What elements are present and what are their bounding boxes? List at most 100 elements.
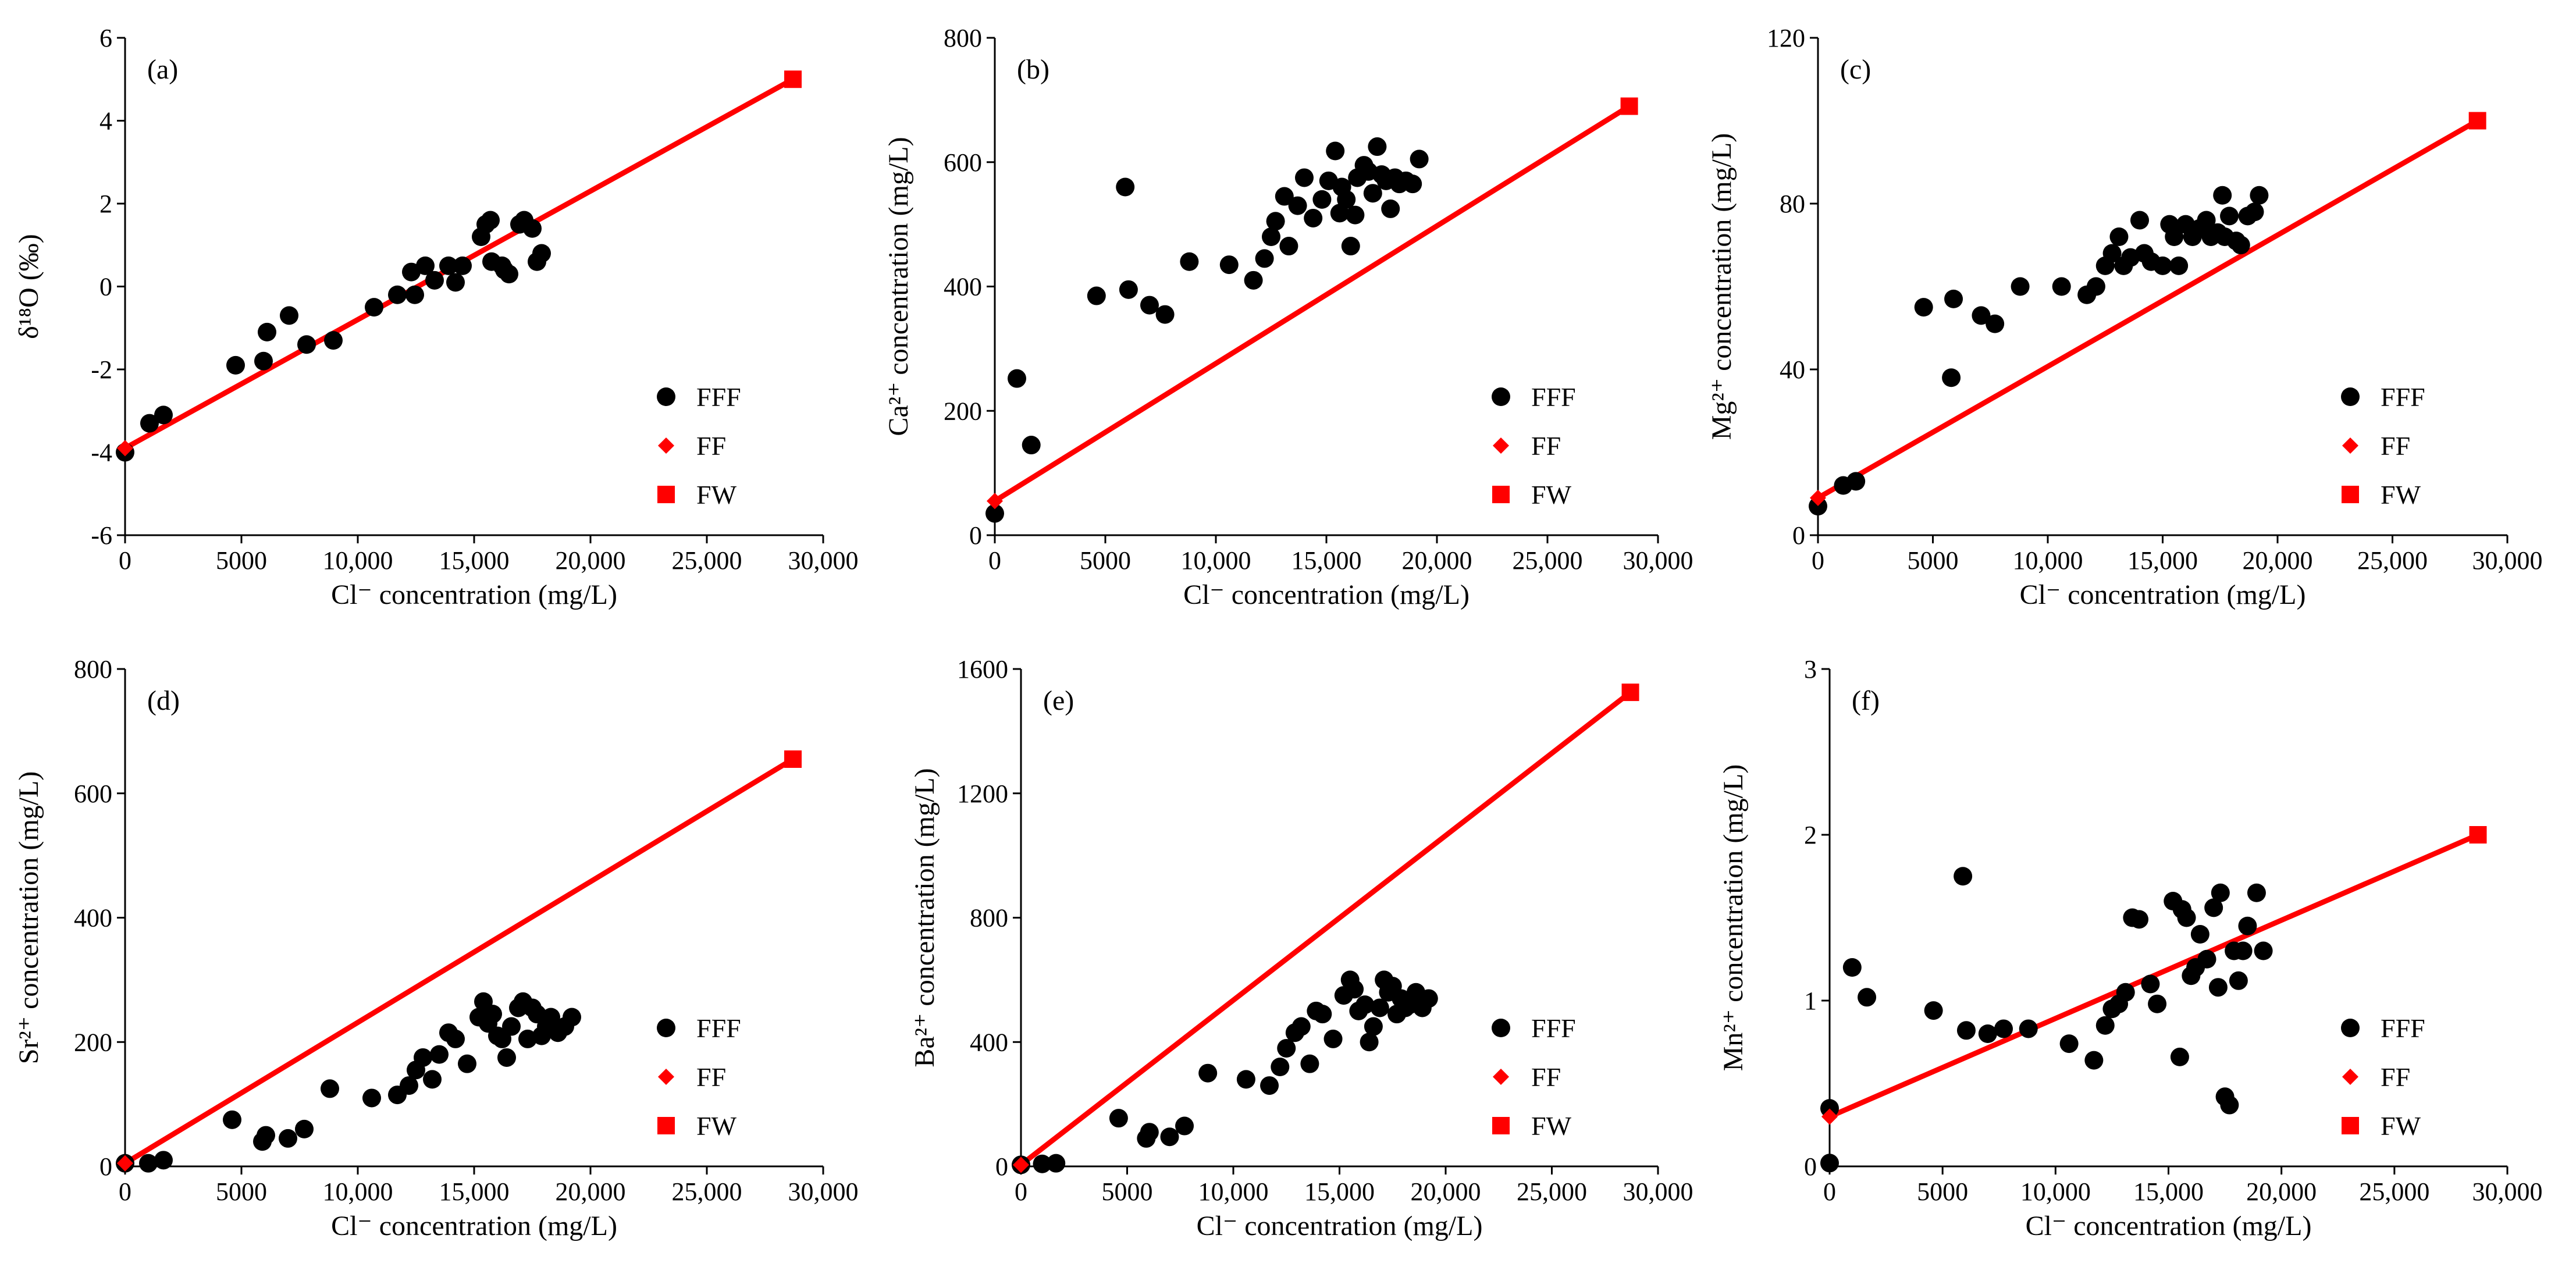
- legend-marker-ff: [2342, 1069, 2358, 1085]
- data-point-fff: [1244, 271, 1263, 290]
- data-point-fff: [2130, 910, 2149, 929]
- data-point-fff: [481, 211, 500, 230]
- data-point-fff: [502, 1017, 521, 1036]
- data-point-fff: [1155, 305, 1175, 324]
- y-axis-title: δ¹⁸O (‰): [13, 234, 44, 339]
- chart-panel-4: 0 5000 10,000 15,000 20,000 25,000 30,000 0 200 4…: [13, 655, 859, 1241]
- data-point-fff: [1360, 1033, 1379, 1052]
- data-point-fff: [1291, 1017, 1311, 1036]
- data-point-fff: [388, 285, 407, 304]
- legend-marker-fff: [1492, 387, 1510, 406]
- legend-marker-fff: [1492, 1019, 1510, 1037]
- legend-label: FW: [1531, 480, 1572, 510]
- x-tick-label: 30,000: [2472, 546, 2543, 575]
- x-tick-label: 15,000: [1304, 1177, 1375, 1206]
- data-point-fff: [1277, 1038, 1296, 1058]
- x-tick-label: 20,000: [1402, 546, 1472, 575]
- mixing-line: [1018, 689, 1634, 1168]
- data-point-fff: [1160, 1127, 1179, 1147]
- data-point-fff: [518, 1029, 537, 1048]
- y-tick-label: 0: [969, 521, 982, 550]
- panel-label: (a): [147, 54, 178, 85]
- data-point-fff: [1345, 980, 1364, 999]
- data-point-fff: [1858, 988, 1877, 1007]
- data-point-fff: [1116, 177, 1135, 197]
- data-point-fff: [1022, 436, 1041, 455]
- legend-label: FF: [696, 1062, 726, 1092]
- data-point-fff: [2229, 971, 2248, 990]
- data-point-fff: [425, 271, 444, 290]
- data-point-fw: [1621, 684, 1639, 702]
- data-point-fff: [1300, 1054, 1319, 1073]
- data-point-fff: [1323, 1029, 1343, 1048]
- x-tick-label: 30,000: [2472, 1177, 2543, 1206]
- data-point-fff: [1924, 1001, 1943, 1020]
- x-axis-title: Cl⁻ concentration (mg/L): [331, 1211, 617, 1241]
- data-point-fff: [2102, 244, 2122, 263]
- data-point-ff: [117, 1155, 133, 1172]
- legend-marker-fw: [657, 1117, 675, 1134]
- legend-label: FF: [696, 431, 726, 461]
- x-tick-label: 15,000: [2133, 1177, 2204, 1206]
- y-axis-title: Sr²⁺ concentration (mg/L): [13, 771, 44, 1065]
- data-point-fff: [2213, 186, 2232, 205]
- y-tick-label: 2: [99, 190, 112, 218]
- y-tick-label: 120: [1767, 24, 1805, 52]
- data-point-fff: [1363, 184, 1382, 203]
- data-point-fff: [140, 414, 159, 433]
- y-tick-label: 200: [944, 397, 982, 425]
- data-point-fff: [2130, 211, 2149, 230]
- y-tick-label: 2: [1804, 821, 1817, 849]
- x-axis-title: Cl⁻ concentration (mg/L): [2026, 1211, 2312, 1241]
- panel-label: (c): [1840, 54, 1871, 85]
- panel-label: (b): [1017, 54, 1049, 85]
- legend-label: FW: [2381, 1111, 2421, 1141]
- x-tick-label: 15,000: [439, 546, 510, 575]
- x-tick-label: 25,000: [1513, 546, 1583, 575]
- data-point-fff: [1198, 1063, 1218, 1083]
- x-tick-label: 5000: [1080, 546, 1131, 575]
- x-tick-label: 20,000: [1411, 1177, 1481, 1206]
- legend-marker-fw: [1492, 1117, 1510, 1134]
- chart-panel-2: 0 5000 10,000 15,000 20,000 25,000 30,000 0 200 4…: [883, 24, 1693, 610]
- data-point-fff: [1255, 249, 1274, 268]
- legend-label: FFF: [2381, 1013, 2425, 1043]
- data-point-fff: [1087, 286, 1106, 305]
- data-point-fff: [2197, 211, 2216, 230]
- data-point-fff: [2204, 898, 2223, 917]
- x-tick-label: 25,000: [1517, 1177, 1587, 1206]
- data-point-fff: [1403, 175, 1422, 194]
- data-point-fff: [2238, 916, 2257, 935]
- x-tick-label: 10,000: [1198, 1177, 1269, 1206]
- data-point-fff: [2148, 994, 2167, 1013]
- x-tick-label: 5000: [1917, 1177, 1968, 1206]
- legend-marker-fw: [2342, 486, 2359, 503]
- data-point-fff: [295, 1119, 314, 1138]
- data-point-fff: [2011, 277, 2030, 296]
- legend-label: FW: [696, 1111, 737, 1141]
- data-point-fff: [1370, 998, 1389, 1017]
- x-tick-label: 5000: [1908, 546, 1959, 575]
- legend-label: FFF: [696, 1013, 741, 1043]
- data-point-fff: [1410, 150, 1429, 169]
- data-point-fff: [1140, 296, 1159, 315]
- y-tick-label: 0: [1804, 1152, 1817, 1181]
- legend-marker-fw: [657, 486, 675, 503]
- data-point-fff: [458, 1054, 476, 1073]
- y-tick-label: 400: [944, 273, 982, 301]
- y-tick-label: 400: [74, 904, 112, 933]
- x-tick-label: 5000: [1102, 1177, 1153, 1206]
- data-point-fff: [1842, 958, 1862, 977]
- data-point-fff: [2116, 983, 2135, 1002]
- data-point-fff: [2254, 941, 2273, 960]
- data-point-fff: [2170, 1047, 2189, 1066]
- data-point-fw: [1620, 97, 1638, 115]
- data-point-fff: [1972, 306, 1991, 325]
- y-tick-label: 0: [995, 1152, 1008, 1181]
- data-point-fff: [1288, 196, 1307, 215]
- legend-marker-ff: [2342, 437, 2358, 454]
- data-point-fff: [2141, 974, 2160, 994]
- x-tick-label: 0: [1812, 546, 1824, 575]
- data-point-fff: [2084, 1051, 2104, 1070]
- data-point-fff: [2197, 949, 2216, 969]
